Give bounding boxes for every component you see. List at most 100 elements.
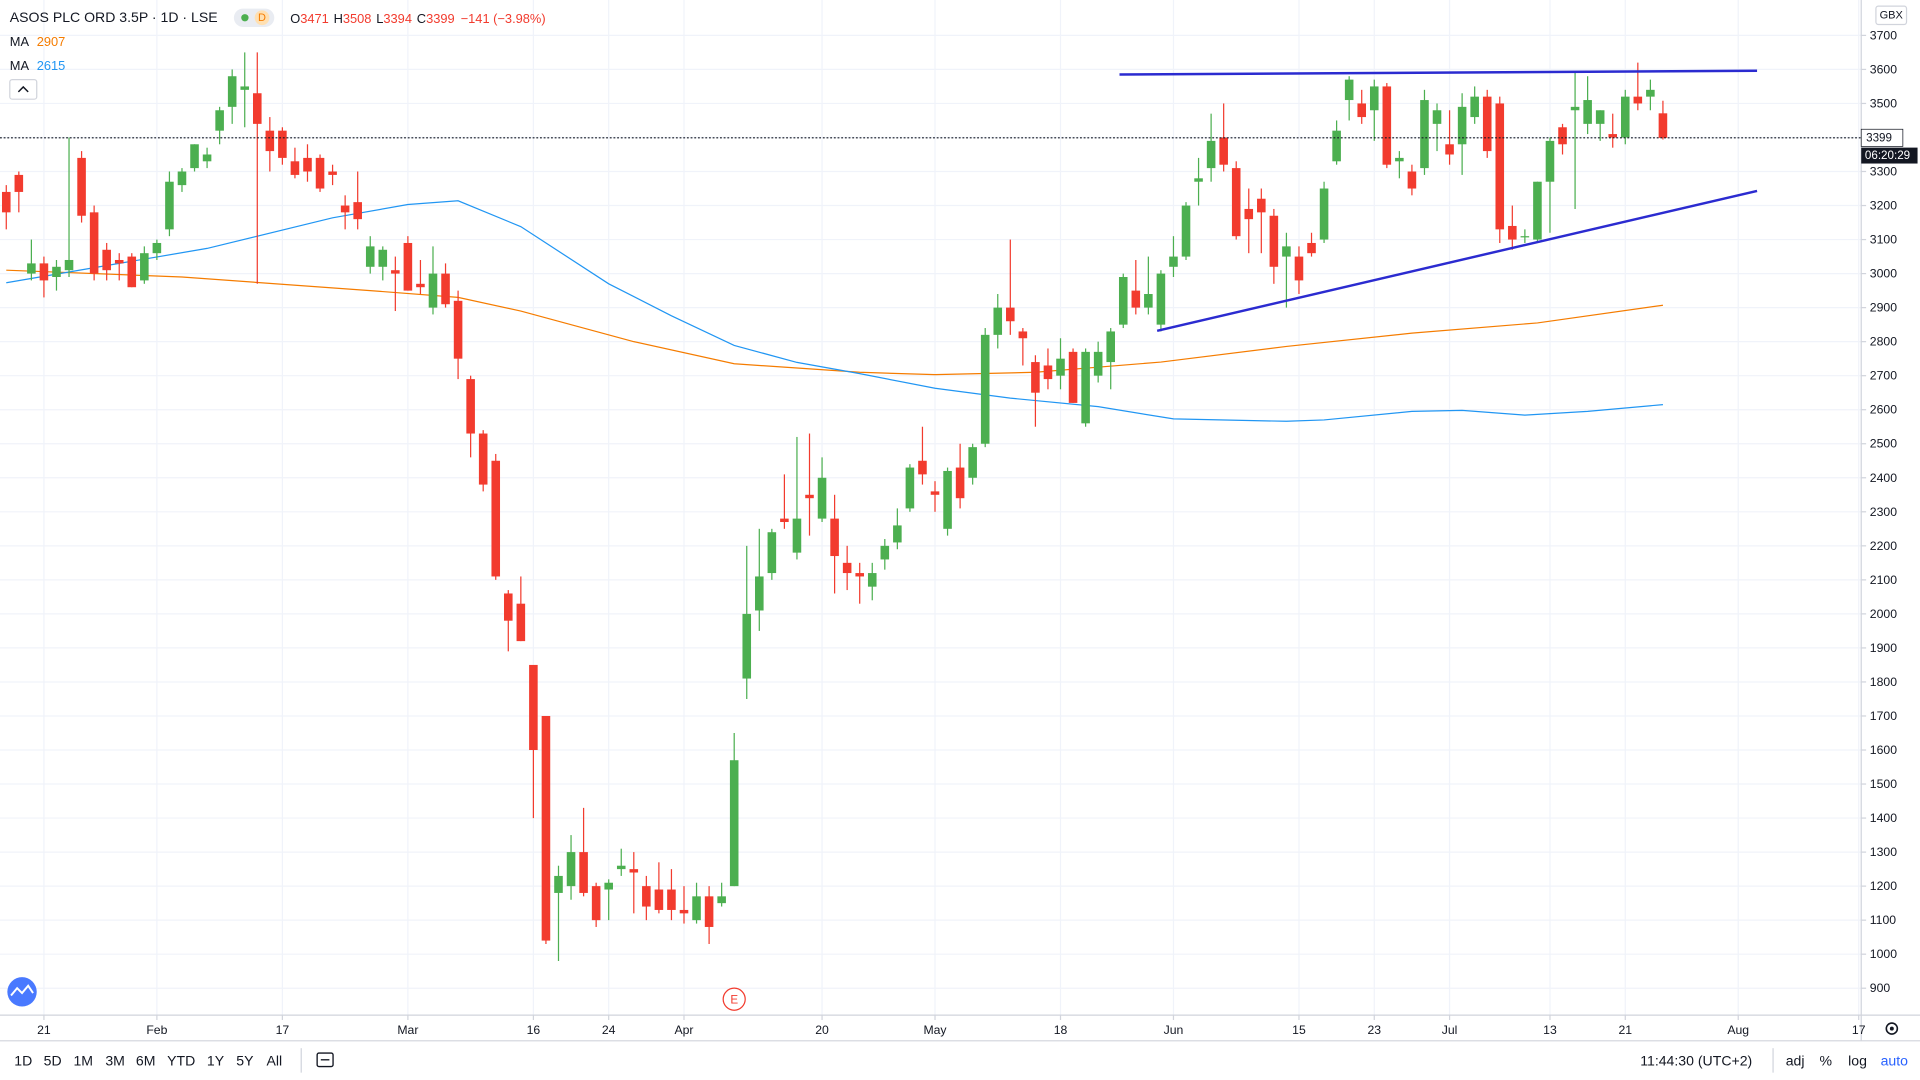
range-button[interactable]: All — [266, 1052, 282, 1068]
range-button[interactable]: 1D — [14, 1052, 32, 1068]
candle-body — [855, 573, 864, 577]
indicator-value: 2907 — [37, 34, 66, 49]
y-tick-label: 1500 — [1870, 777, 1897, 791]
symbol-title: ASOS PLC ORD 3.5P · 1D · LSE — [10, 9, 218, 25]
scale-option[interactable]: log — [1848, 1052, 1867, 1068]
candle-body — [453, 300, 463, 359]
collapse-button[interactable] — [9, 78, 38, 100]
x-tick-label: Feb — [146, 1023, 167, 1037]
title: ASOS PLC ORD 3.5P · 1D · LSE — [10, 9, 218, 25]
ohlc-label: O — [290, 10, 300, 25]
candle-body — [968, 447, 977, 478]
y-tick-label: 2500 — [1870, 437, 1897, 451]
candle-body — [102, 249, 111, 271]
range-button[interactable]: YTD — [167, 1052, 195, 1068]
y-tick-label: 2800 — [1870, 335, 1897, 349]
candle-body — [1520, 236, 1530, 238]
settings-icon[interactable] — [1885, 1022, 1899, 1035]
candle-body — [1457, 106, 1467, 145]
y-tick-label: 1700 — [1870, 709, 1897, 723]
candle-body — [1332, 130, 1341, 162]
candle-body — [1508, 225, 1517, 240]
candle-body — [39, 263, 49, 281]
market-status-dot — [241, 14, 249, 22]
candle-body — [1144, 294, 1153, 308]
y-tick-label: 3300 — [1870, 165, 1897, 179]
x-tick-label: 21 — [37, 1023, 51, 1037]
earnings-marker[interactable] — [722, 987, 746, 1011]
candle-body — [1595, 110, 1605, 124]
ohlc-label: C — [417, 10, 426, 25]
y-tick-label: 2400 — [1870, 471, 1897, 485]
range-button[interactable]: 1M — [73, 1052, 93, 1068]
candle-body — [252, 93, 262, 124]
candle-body — [127, 256, 137, 288]
candle-body — [742, 613, 752, 679]
moving-average-line — [6, 200, 1663, 422]
candle-body — [692, 896, 701, 921]
y-tick-label: 3000 — [1870, 267, 1897, 281]
scale-option[interactable]: % — [1819, 1052, 1832, 1068]
indicator-value: 2615 — [37, 58, 66, 73]
candle-body — [416, 283, 425, 288]
candle-body — [1658, 113, 1668, 138]
candle-body — [1093, 351, 1103, 376]
candle-body — [478, 433, 488, 485]
range-button[interactable]: 5Y — [236, 1052, 254, 1068]
candle-body — [491, 460, 501, 577]
candle-body — [993, 307, 1003, 335]
candle-body — [1558, 127, 1567, 145]
ohlc-label: H — [334, 10, 343, 25]
candle-body — [466, 379, 475, 434]
candle-body — [441, 273, 450, 305]
y-tick-label: 900 — [1870, 981, 1891, 995]
candle-body — [315, 157, 325, 189]
candle-body — [165, 181, 174, 230]
candle-body — [215, 110, 224, 131]
earnings-label: E — [730, 993, 738, 1006]
candle-body — [114, 259, 124, 264]
scale-option[interactable]: adj — [1786, 1052, 1805, 1068]
range-button[interactable]: 6M — [136, 1052, 156, 1068]
candle-body — [290, 161, 300, 175]
candle-body — [1282, 246, 1291, 257]
x-tick-label: 17 — [276, 1023, 290, 1037]
interval-badge — [254, 10, 270, 26]
candle-body — [1118, 277, 1128, 325]
candle-body — [579, 852, 588, 893]
y-tick-label: 1300 — [1870, 845, 1897, 859]
candle-body — [541, 715, 551, 941]
scale-option[interactable]: auto — [1881, 1052, 1909, 1068]
range-button[interactable]: 1Y — [207, 1052, 225, 1068]
candle-body — [943, 470, 952, 529]
y-tick-label: 3200 — [1870, 199, 1897, 213]
range-button[interactable]: 3M — [105, 1052, 125, 1068]
countdown-box — [1861, 147, 1918, 164]
candle-body — [27, 263, 36, 274]
candle-body — [1432, 110, 1442, 124]
y-tick-label: 3100 — [1870, 233, 1897, 247]
candle-body — [629, 869, 639, 873]
candle-body — [1633, 96, 1643, 104]
ohlc-value: 3471 — [300, 10, 329, 25]
candle-body — [930, 491, 940, 495]
candle-body — [830, 518, 839, 557]
candle-body — [667, 889, 676, 910]
candle-body — [1570, 106, 1580, 111]
countdown: 06:20:29 — [1865, 149, 1910, 162]
candle-body — [1620, 96, 1630, 138]
candle-body — [654, 889, 664, 910]
candle-body — [340, 205, 350, 213]
range-button[interactable]: 5D — [44, 1052, 62, 1068]
candle-body — [378, 249, 388, 267]
trend-line — [1119, 69, 1758, 76]
currency: GBX — [1880, 9, 1904, 21]
candle-body — [1219, 137, 1228, 165]
date-range-icon[interactable] — [316, 1052, 334, 1068]
x-tick-label: 20 — [815, 1023, 829, 1037]
collapse-icon — [17, 85, 29, 93]
y-tick-label: 2100 — [1870, 573, 1897, 587]
currency-box[interactable] — [1875, 5, 1908, 26]
ohlc-label: L — [376, 10, 383, 25]
candle-body — [1131, 290, 1141, 308]
